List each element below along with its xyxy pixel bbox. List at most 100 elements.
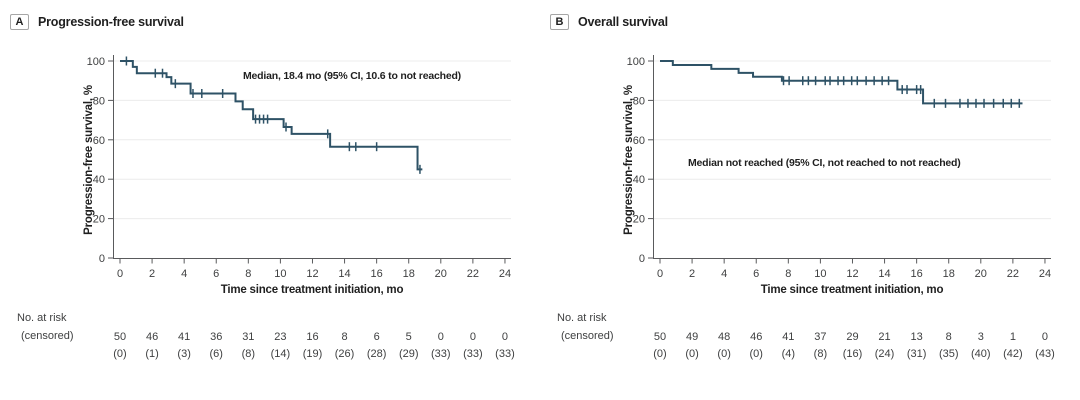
at-risk-count: 21 bbox=[878, 331, 890, 343]
x-tick-label: 12 bbox=[306, 268, 318, 280]
median-annotation-b: Median not reached (95% CI, not reached … bbox=[688, 157, 961, 169]
at-risk-count: 3 bbox=[978, 331, 984, 343]
at-risk-count: 5 bbox=[406, 331, 412, 343]
censored-count: (43) bbox=[1035, 348, 1055, 360]
panel-a-letter-badge: A bbox=[10, 14, 29, 30]
at-risk-count: 6 bbox=[374, 331, 380, 343]
panel-b-letter-badge: B bbox=[550, 14, 569, 30]
x-tick-label: 4 bbox=[721, 268, 727, 280]
survival-curve bbox=[660, 60, 1023, 105]
censored-count: (26) bbox=[335, 348, 355, 360]
panel-a-header: A Progression-free survival bbox=[10, 14, 184, 30]
at-risk-count: 8 bbox=[341, 331, 347, 343]
at-risk-count: 8 bbox=[946, 331, 952, 343]
censored-count: (3) bbox=[177, 348, 190, 360]
y-tick-label: 80 bbox=[93, 95, 105, 107]
x-tick-label: 18 bbox=[943, 268, 955, 280]
x-tick-label: 20 bbox=[975, 268, 987, 280]
at-risk-count: 46 bbox=[750, 331, 762, 343]
at-risk-count: 46 bbox=[146, 331, 158, 343]
x-tick-label: 10 bbox=[274, 268, 286, 280]
at-risk-count: 23 bbox=[274, 331, 286, 343]
at-risk-count: 37 bbox=[814, 331, 826, 343]
censored-count: (33) bbox=[431, 348, 451, 360]
x-tick-label: 24 bbox=[1039, 268, 1051, 280]
censored-count: (35) bbox=[939, 348, 959, 360]
at-risk-count: 50 bbox=[114, 331, 126, 343]
y-tick-label: 80 bbox=[633, 95, 645, 107]
censored-count: (28) bbox=[367, 348, 387, 360]
y-tick-label: 40 bbox=[633, 174, 645, 186]
censored-count: (24) bbox=[875, 348, 895, 360]
at-risk-count: 13 bbox=[911, 331, 923, 343]
panel-b-overall-survival: 0 20 40 60 80 100 0 2 4 6 8 10 12 14 16 18 20 22 24 50 (0) 49… bbox=[540, 0, 1080, 400]
censored-count: (33) bbox=[495, 348, 515, 360]
y-tick-label: 60 bbox=[633, 135, 645, 147]
panel-a-title: Progression-free survival bbox=[38, 15, 184, 29]
at-risk-count: 36 bbox=[210, 331, 222, 343]
censored-count: (4) bbox=[782, 348, 795, 360]
x-tick-label: 20 bbox=[435, 268, 447, 280]
censored-count: (42) bbox=[1003, 348, 1023, 360]
y-tick-label: 0 bbox=[99, 253, 105, 265]
x-axis-label-b: Time since treatment initiation, mo bbox=[760, 284, 944, 296]
at-risk-count: 0 bbox=[502, 331, 508, 343]
censored-label-b: (censored) bbox=[561, 330, 614, 342]
survival-curve bbox=[120, 60, 423, 171]
x-tick-label: 4 bbox=[181, 268, 187, 280]
x-tick-label: 24 bbox=[499, 268, 511, 280]
panel-a-progression-free-survival: 0 20 40 60 80 100 0 2 4 6 8 10 12 14 16 18 20 22 24 50 (0) 46… bbox=[10, 14, 515, 360]
at-risk-count: 0 bbox=[438, 331, 444, 343]
x-axis-label-a: Time since treatment initiation, mo bbox=[220, 284, 404, 296]
y-axis-label-a: Progression-free survival, % bbox=[83, 85, 95, 235]
x-tick-label: 2 bbox=[689, 268, 695, 280]
at-risk-count: 31 bbox=[242, 331, 254, 343]
at-risk-count: 16 bbox=[306, 331, 318, 343]
censored-count: (0) bbox=[653, 348, 666, 360]
censored-label-a: (censored) bbox=[21, 330, 74, 342]
x-tick-label: 22 bbox=[467, 268, 479, 280]
x-tick-label: 18 bbox=[403, 268, 415, 280]
y-tick-label: 100 bbox=[87, 56, 105, 68]
at-risk-count: 0 bbox=[1042, 331, 1048, 343]
x-tick-label: 6 bbox=[213, 268, 219, 280]
censored-count: (14) bbox=[271, 348, 291, 360]
censored-count: (31) bbox=[907, 348, 927, 360]
y-tick-label: 0 bbox=[639, 253, 645, 265]
y-tick-label: 60 bbox=[93, 135, 105, 147]
censored-count: (33) bbox=[463, 348, 483, 360]
censored-count: (29) bbox=[399, 348, 419, 360]
censored-count: (19) bbox=[303, 348, 323, 360]
x-tick-label: 0 bbox=[657, 268, 663, 280]
x-tick-label: 16 bbox=[911, 268, 923, 280]
y-tick-label: 20 bbox=[633, 214, 645, 226]
censored-count: (6) bbox=[210, 348, 223, 360]
x-tick-label: 2 bbox=[149, 268, 155, 280]
median-annotation-a: Median, 18.4 mo (95% CI, 10.6 to not rea… bbox=[243, 70, 461, 82]
x-tick-label: 6 bbox=[753, 268, 759, 280]
censored-count: (8) bbox=[814, 348, 827, 360]
x-tick-label: 14 bbox=[338, 268, 350, 280]
y-tick-label: 20 bbox=[93, 214, 105, 226]
x-tick-label: 8 bbox=[785, 268, 791, 280]
x-tick-label: 0 bbox=[117, 268, 123, 280]
censored-count: (0) bbox=[750, 348, 763, 360]
censored-count: (0) bbox=[717, 348, 730, 360]
at-risk-count: 50 bbox=[654, 331, 666, 343]
at-risk-count: 48 bbox=[718, 331, 730, 343]
y-tick-label: 100 bbox=[627, 56, 645, 68]
censored-count: (0) bbox=[113, 348, 126, 360]
censored-count: (8) bbox=[242, 348, 255, 360]
x-tick-label: 8 bbox=[245, 268, 251, 280]
x-tick-label: 14 bbox=[878, 268, 890, 280]
at-risk-count: 29 bbox=[846, 331, 858, 343]
no-at-risk-label-a: No. at risk bbox=[17, 312, 67, 324]
no-at-risk-label-b: No. at risk bbox=[557, 312, 607, 324]
y-axis-label-b: Progression-free survival, % bbox=[623, 85, 635, 235]
at-risk-count: 1 bbox=[1010, 331, 1016, 343]
x-tick-label: 10 bbox=[814, 268, 826, 280]
censored-count: (1) bbox=[145, 348, 158, 360]
at-risk-count: 0 bbox=[470, 331, 476, 343]
